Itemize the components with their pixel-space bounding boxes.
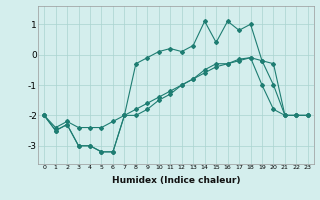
X-axis label: Humidex (Indice chaleur): Humidex (Indice chaleur) <box>112 176 240 185</box>
